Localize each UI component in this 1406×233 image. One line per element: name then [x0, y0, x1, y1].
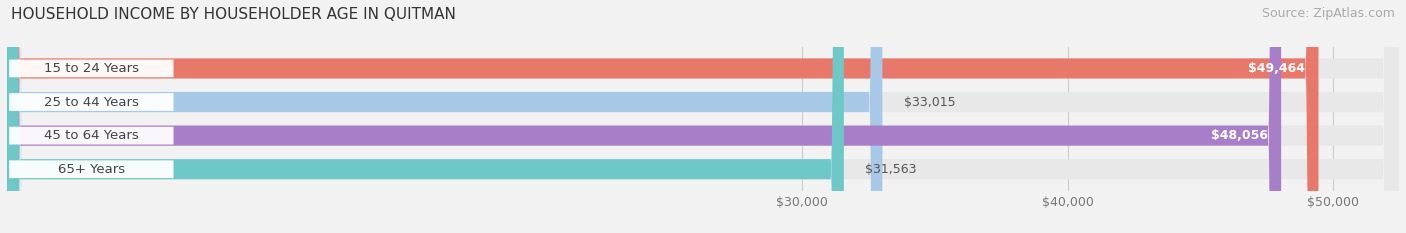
FancyBboxPatch shape	[10, 160, 173, 178]
FancyBboxPatch shape	[7, 0, 1319, 233]
Text: $48,056: $48,056	[1211, 129, 1268, 142]
Text: $31,563: $31,563	[865, 163, 917, 176]
Text: 65+ Years: 65+ Years	[58, 163, 125, 176]
FancyBboxPatch shape	[7, 0, 1281, 233]
FancyBboxPatch shape	[10, 60, 173, 77]
FancyBboxPatch shape	[7, 0, 1399, 233]
FancyBboxPatch shape	[7, 0, 844, 233]
Text: $33,015: $33,015	[904, 96, 955, 109]
FancyBboxPatch shape	[10, 127, 173, 144]
FancyBboxPatch shape	[7, 0, 1399, 233]
FancyBboxPatch shape	[7, 0, 883, 233]
Text: Source: ZipAtlas.com: Source: ZipAtlas.com	[1261, 7, 1395, 20]
FancyBboxPatch shape	[7, 0, 1399, 233]
Text: $49,464: $49,464	[1249, 62, 1305, 75]
FancyBboxPatch shape	[10, 93, 173, 111]
Text: 25 to 44 Years: 25 to 44 Years	[44, 96, 139, 109]
Text: 15 to 24 Years: 15 to 24 Years	[44, 62, 139, 75]
Text: 45 to 64 Years: 45 to 64 Years	[44, 129, 139, 142]
Text: HOUSEHOLD INCOME BY HOUSEHOLDER AGE IN QUITMAN: HOUSEHOLD INCOME BY HOUSEHOLDER AGE IN Q…	[11, 7, 456, 22]
FancyBboxPatch shape	[7, 0, 1399, 233]
